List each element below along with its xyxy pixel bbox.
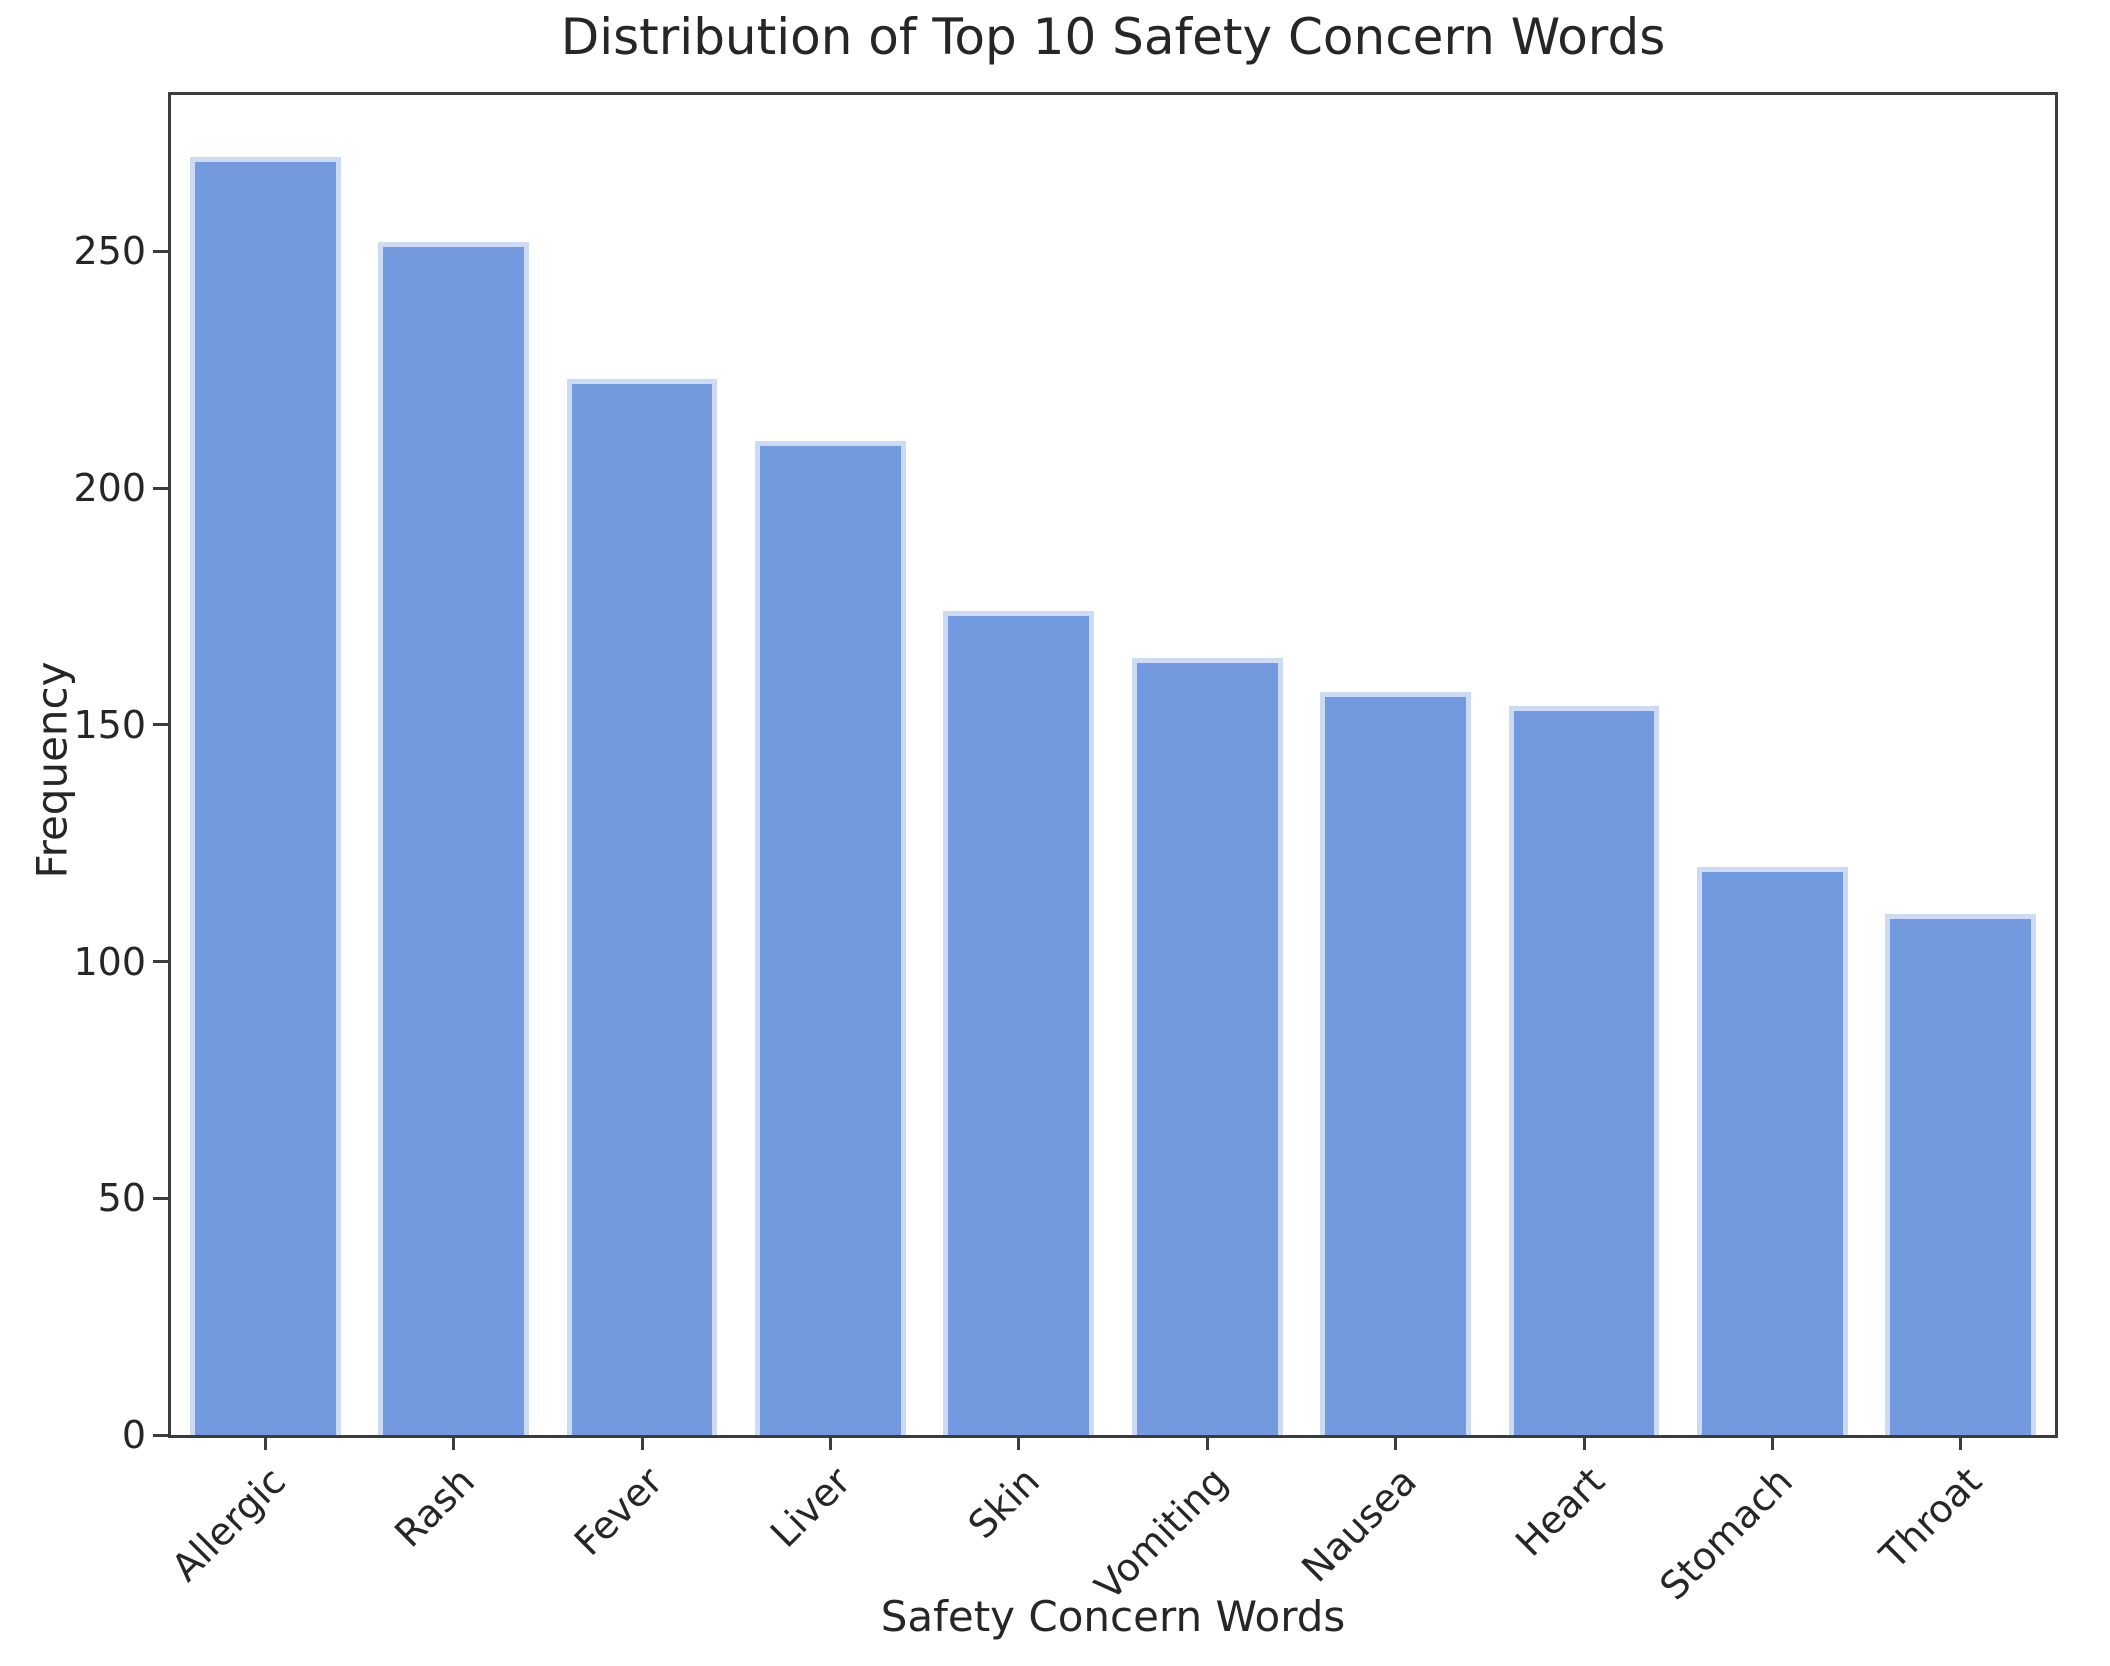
y-tick-mark <box>153 486 168 490</box>
bar-allergic <box>189 156 341 1435</box>
bar-vomiting <box>1131 658 1283 1435</box>
chart-title: Distribution of Top 10 Safety Concern Wo… <box>560 8 1666 66</box>
bar-liver <box>755 440 906 1435</box>
y-tick-mark <box>153 960 168 964</box>
y-tick-mark <box>153 249 168 253</box>
x-tick-mark <box>640 1435 644 1450</box>
y-tick-label: 200 <box>73 466 146 511</box>
y-tick-label: 150 <box>73 702 146 747</box>
bar-throat <box>1885 914 2037 1435</box>
x-tick-mark <box>1582 1435 1586 1450</box>
plot-area: 0 50 100 150 200 250 Allergic Rash Fever Liver Ski… <box>73 92 2058 1608</box>
bar-rash <box>378 241 529 1435</box>
y-axis-label: Frequency <box>27 661 77 879</box>
bar-nausea <box>1320 691 1471 1435</box>
x-tick-mark <box>263 1435 267 1450</box>
x-tick-mark <box>1205 1435 1209 1450</box>
x-tick-mark <box>1394 1435 1398 1450</box>
y-tick-label: 250 <box>73 229 146 274</box>
bar-skin <box>943 611 1095 1435</box>
x-tick-mark <box>452 1435 456 1450</box>
bar-stomach <box>1697 866 1848 1435</box>
y-tick-mark <box>153 1196 168 1200</box>
y-tick-mark <box>153 723 168 727</box>
x-axis-label: Safety Concern Words <box>880 1592 1346 1641</box>
bar-fever <box>566 379 718 1435</box>
y-tick-label: 50 <box>97 1176 146 1221</box>
x-tick-mark <box>1770 1435 1774 1450</box>
y-tick-label: 0 <box>121 1413 146 1457</box>
y-tick-label: 100 <box>73 939 146 984</box>
y-tick-mark <box>153 1433 168 1437</box>
x-tick-mark <box>1959 1435 1963 1450</box>
bar-heart <box>1508 705 1660 1435</box>
x-tick-mark <box>1017 1435 1021 1450</box>
x-tick-mark <box>828 1435 832 1450</box>
